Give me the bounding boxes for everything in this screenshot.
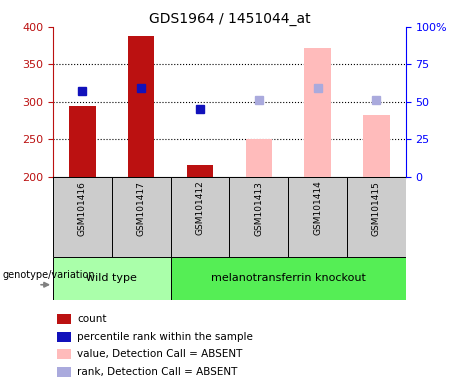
Bar: [57, 349, 71, 359]
Text: wild type: wild type: [86, 273, 137, 283]
Bar: [69, 106, 95, 177]
Bar: [57, 367, 71, 377]
Bar: [187, 165, 213, 177]
Text: count: count: [77, 314, 107, 324]
Text: GSM101415: GSM101415: [372, 181, 381, 235]
Text: GSM101414: GSM101414: [313, 181, 322, 235]
Text: melanotransferrin knockout: melanotransferrin knockout: [211, 273, 366, 283]
Bar: [304, 48, 331, 177]
Title: GDS1964 / 1451044_at: GDS1964 / 1451044_at: [148, 12, 310, 26]
Bar: [112, 177, 171, 257]
Text: GSM101417: GSM101417: [136, 181, 146, 235]
Text: percentile rank within the sample: percentile rank within the sample: [77, 332, 254, 342]
Bar: [57, 314, 71, 324]
Text: GSM101413: GSM101413: [254, 181, 263, 235]
Text: genotype/variation: genotype/variation: [2, 270, 95, 280]
Bar: [128, 36, 154, 177]
Text: GSM101416: GSM101416: [78, 181, 87, 235]
Bar: [347, 177, 406, 257]
Bar: [53, 257, 171, 300]
Text: GSM101412: GSM101412: [195, 181, 205, 235]
Bar: [246, 139, 272, 177]
Bar: [53, 177, 112, 257]
Bar: [288, 177, 347, 257]
Bar: [363, 115, 390, 177]
Text: value, Detection Call = ABSENT: value, Detection Call = ABSENT: [77, 349, 243, 359]
Bar: [229, 177, 288, 257]
Bar: [171, 177, 229, 257]
Text: rank, Detection Call = ABSENT: rank, Detection Call = ABSENT: [77, 367, 238, 377]
Bar: [171, 257, 406, 300]
Bar: [57, 332, 71, 342]
